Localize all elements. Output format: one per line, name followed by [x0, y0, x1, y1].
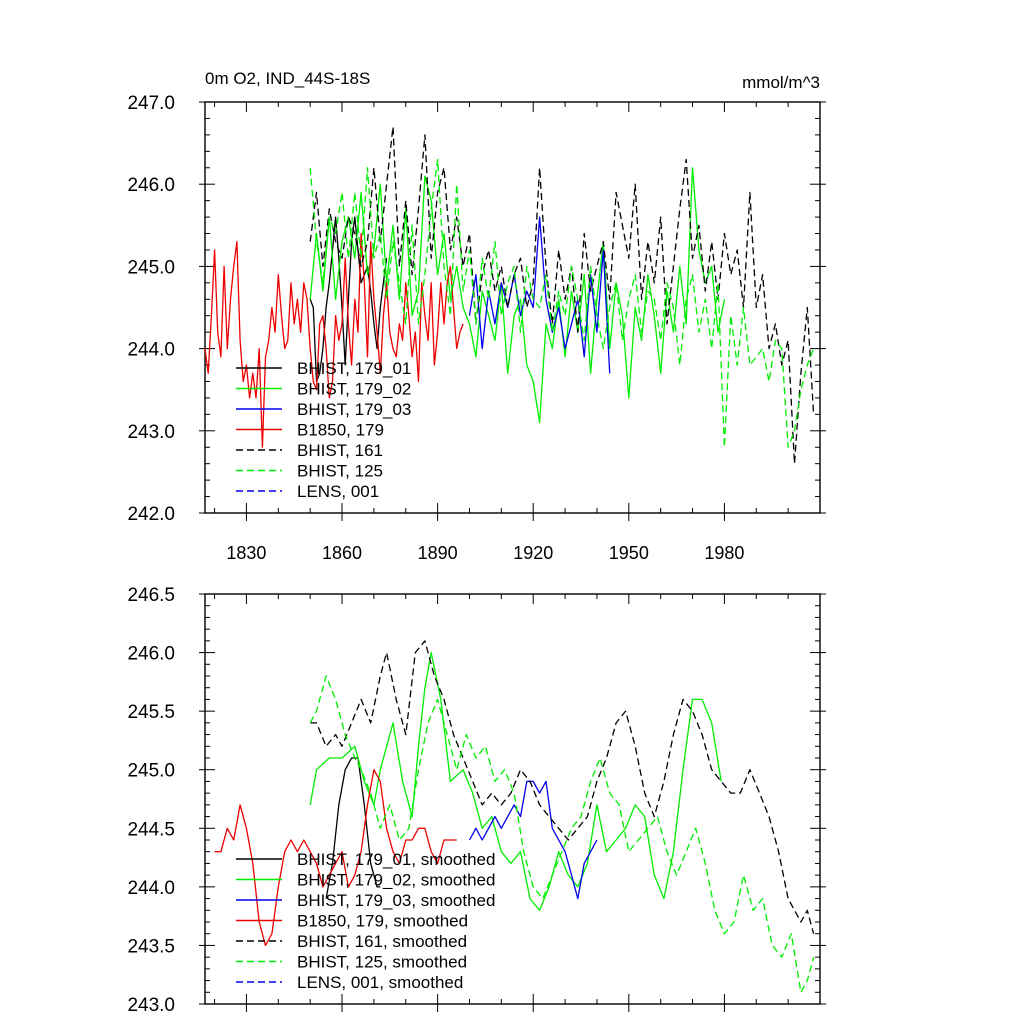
series-line — [309, 126, 815, 465]
series-line — [204, 232, 464, 448]
legend-label: BHIST, 161 — [297, 441, 383, 460]
y-tick-label: 244.0 — [127, 340, 175, 361]
y-tick-label: 246.5 — [127, 585, 175, 606]
top-series — [204, 126, 815, 465]
series-line — [309, 167, 726, 424]
y-tick-label: 243.0 — [127, 422, 175, 443]
y-tick-label: 243.0 — [127, 995, 175, 1016]
series-line — [309, 675, 815, 993]
series-line — [468, 780, 598, 900]
series-line — [468, 216, 611, 374]
y-tick-label: 243.5 — [127, 936, 175, 957]
x-tick-label: 1920 — [513, 543, 553, 563]
y-tick-label: 247.0 — [127, 93, 175, 114]
top-title-right: mmol/m^3 — [742, 73, 820, 92]
top-axes: 1830 1860 1890 1920 1950 1980 242.0 243.0 244.0 2… — [127, 93, 826, 563]
series-line — [310, 640, 815, 934]
plot-frame — [204, 101, 821, 514]
bottom-series — [214, 640, 815, 993]
series-line — [214, 769, 457, 947]
y-tick-label: 245.0 — [127, 761, 175, 782]
y-tick-label: 246.0 — [127, 644, 175, 665]
x-tick-label: 1980 — [704, 543, 744, 563]
legend-label: B1850, 179, smoothed — [297, 912, 468, 931]
y-tick-label: 244.5 — [127, 819, 175, 840]
series-line — [309, 216, 388, 383]
legend-label: BHIST, 179_03, smoothed — [297, 891, 495, 910]
plot-frame — [204, 593, 821, 1005]
legend-label: BHIST, 179_01 — [297, 359, 411, 378]
series-line — [309, 651, 722, 911]
y-tick-label: 245.5 — [127, 702, 175, 723]
legend-label: BHIST, 179_02 — [297, 380, 411, 399]
legend-label: B1850, 179 — [297, 421, 384, 440]
x-tick-label: 1890 — [418, 543, 458, 563]
legend-label: BHIST, 179_01, smoothed — [297, 850, 495, 869]
top-panel: 0m O2, IND_44S-18S mmol/m^3 1830 1860 1890… — [127, 69, 826, 563]
y-tick-label: 242.0 — [127, 504, 175, 525]
legend-label: LENS, 001 — [297, 482, 379, 501]
legend-label: LENS, 001, smoothed — [297, 973, 463, 992]
bottom-panel: 243.0 243.5 244.0 244.5 245.0 245.5 246.0 246.5… — [127, 585, 826, 1016]
top-title-left: 0m O2, IND_44S-18S — [205, 69, 370, 88]
legend-label: BHIST, 179_02, smoothed — [297, 871, 495, 890]
y-tick-label: 245.0 — [127, 257, 175, 278]
legend-label: BHIST, 161, smoothed — [297, 932, 467, 951]
legend-label: BHIST, 179_03 — [297, 400, 411, 419]
legend-label: BHIST, 125 — [297, 462, 383, 481]
bottom-legend: BHIST, 179_01, smoothed BHIST, 179_02, sm… — [236, 850, 495, 992]
x-tick-label: 1950 — [609, 543, 649, 563]
x-tick-label: 1860 — [322, 543, 362, 563]
y-tick-label: 244.0 — [127, 878, 175, 899]
legend-label: BHIST, 125, smoothed — [297, 953, 467, 972]
bottom-axes: 243.0 243.5 244.0 244.5 245.0 245.5 246.0 246.5 — [127, 585, 826, 1016]
x-tick-label: 1830 — [226, 543, 266, 563]
y-tick-label: 246.0 — [127, 175, 175, 196]
